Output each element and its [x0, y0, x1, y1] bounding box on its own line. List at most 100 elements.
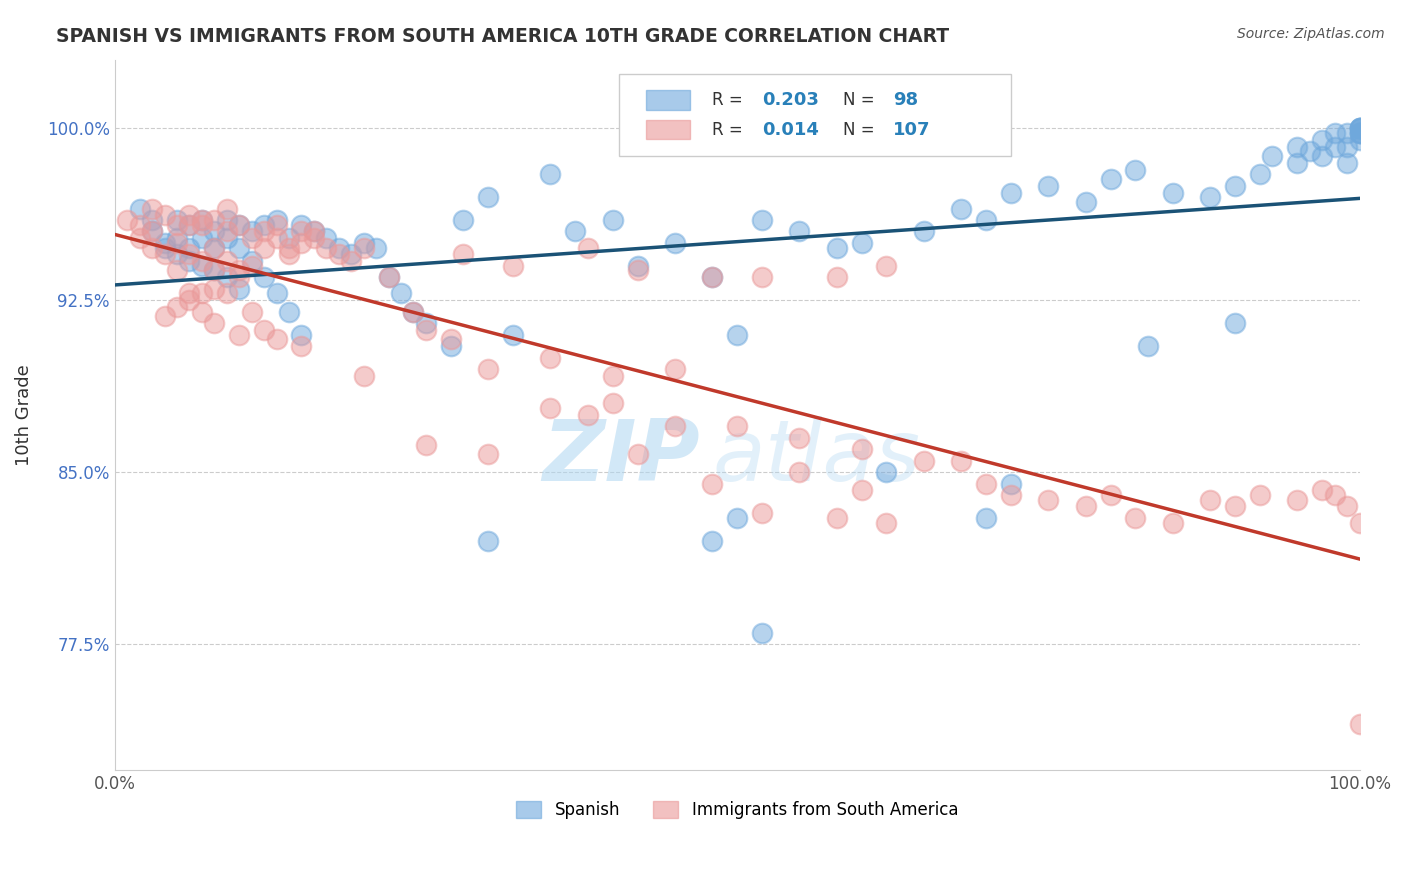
Point — [1261, 149, 1284, 163]
Point — [825, 270, 848, 285]
Point — [415, 316, 437, 330]
Point — [166, 213, 188, 227]
Point — [215, 213, 238, 227]
Text: 98: 98 — [893, 91, 918, 109]
Text: N =: N = — [844, 120, 880, 138]
Point — [851, 235, 873, 250]
Point — [302, 224, 325, 238]
Point — [202, 282, 225, 296]
Point — [725, 327, 748, 342]
Point — [751, 625, 773, 640]
Point — [825, 511, 848, 525]
Point — [1099, 488, 1122, 502]
Point — [1223, 178, 1246, 193]
Point — [725, 511, 748, 525]
Point — [315, 240, 337, 254]
Point — [1348, 126, 1371, 140]
Point — [215, 270, 238, 285]
Point — [1310, 483, 1333, 498]
Point — [1074, 500, 1097, 514]
Point — [166, 218, 188, 232]
FancyBboxPatch shape — [647, 90, 690, 110]
Point — [240, 224, 263, 238]
Point — [876, 259, 898, 273]
Point — [477, 362, 499, 376]
Point — [266, 218, 288, 232]
Point — [402, 304, 425, 318]
Point — [353, 240, 375, 254]
FancyBboxPatch shape — [647, 120, 690, 139]
Point — [290, 218, 312, 232]
Point — [664, 235, 686, 250]
Point — [141, 213, 163, 227]
Point — [1249, 488, 1271, 502]
Point — [664, 362, 686, 376]
Point — [353, 368, 375, 383]
Point — [1125, 511, 1147, 525]
Point — [1038, 492, 1060, 507]
Text: 107: 107 — [893, 120, 931, 138]
Point — [477, 447, 499, 461]
Point — [1000, 476, 1022, 491]
Point — [141, 224, 163, 238]
Point — [576, 240, 599, 254]
Point — [153, 209, 176, 223]
Point — [191, 259, 214, 273]
Text: ZIP: ZIP — [543, 416, 700, 499]
Point — [228, 282, 250, 296]
Point — [415, 437, 437, 451]
Point — [328, 247, 350, 261]
Point — [191, 218, 214, 232]
Point — [1348, 121, 1371, 136]
Point — [166, 247, 188, 261]
Point — [1000, 186, 1022, 200]
Point — [1161, 516, 1184, 530]
Point — [876, 516, 898, 530]
Point — [626, 263, 648, 277]
Point — [751, 506, 773, 520]
Point — [1336, 500, 1358, 514]
Point — [477, 533, 499, 548]
Point — [202, 263, 225, 277]
Legend: Spanish, Immigrants from South America: Spanish, Immigrants from South America — [509, 794, 965, 826]
Point — [141, 224, 163, 238]
Point — [789, 431, 811, 445]
Point — [353, 235, 375, 250]
Point — [128, 218, 150, 232]
Point — [215, 254, 238, 268]
Point — [1323, 139, 1346, 153]
Point — [1249, 167, 1271, 181]
Point — [1323, 488, 1346, 502]
Point — [1310, 149, 1333, 163]
Point — [266, 332, 288, 346]
Point — [1348, 516, 1371, 530]
Point — [1223, 316, 1246, 330]
Point — [912, 224, 935, 238]
Point — [166, 235, 188, 250]
Point — [1136, 339, 1159, 353]
Point — [290, 339, 312, 353]
Point — [377, 270, 399, 285]
Point — [1000, 488, 1022, 502]
Point — [141, 240, 163, 254]
Point — [179, 209, 201, 223]
Point — [278, 240, 301, 254]
Point — [253, 218, 276, 232]
Point — [974, 476, 997, 491]
Point — [1348, 121, 1371, 136]
Point — [315, 231, 337, 245]
Point — [1099, 171, 1122, 186]
Point — [278, 247, 301, 261]
Point — [253, 323, 276, 337]
Point — [538, 351, 561, 365]
Point — [179, 218, 201, 232]
Point — [1323, 126, 1346, 140]
Point — [1286, 492, 1309, 507]
Text: SPANISH VS IMMIGRANTS FROM SOUTH AMERICA 10TH GRADE CORRELATION CHART: SPANISH VS IMMIGRANTS FROM SOUTH AMERICA… — [56, 27, 949, 45]
Point — [1336, 155, 1358, 169]
Point — [538, 401, 561, 415]
Point — [191, 286, 214, 301]
Point — [191, 304, 214, 318]
Point — [1348, 121, 1371, 136]
Point — [1161, 186, 1184, 200]
